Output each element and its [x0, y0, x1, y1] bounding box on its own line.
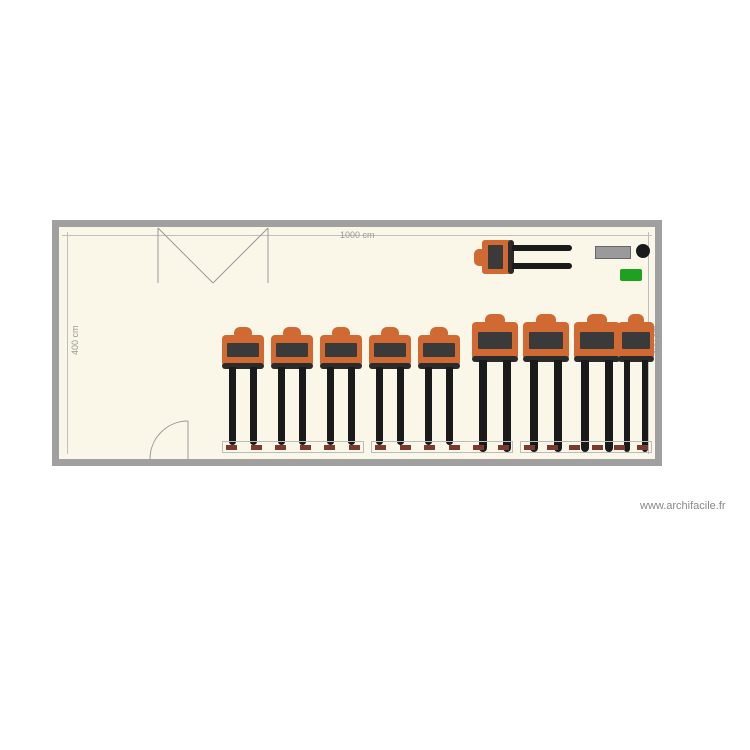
forklift — [574, 322, 620, 452]
pallet-block — [592, 445, 603, 450]
pallet-row — [222, 441, 364, 453]
forklift — [418, 335, 460, 445]
pallet-block — [547, 445, 558, 450]
watermark: www.archifacile.fr — [640, 500, 726, 512]
forklift — [523, 322, 569, 452]
pallet-block — [637, 445, 648, 450]
dim-left-label: 400 cm — [70, 325, 80, 355]
forklift — [472, 322, 518, 452]
forklift-horizontal — [482, 240, 572, 274]
pallet-block — [449, 445, 460, 450]
forklift — [271, 335, 313, 445]
pallet-block — [226, 445, 237, 450]
pallet-row — [371, 441, 513, 453]
forklift — [222, 335, 264, 445]
pallet-block — [275, 445, 286, 450]
pallet-row — [520, 441, 652, 453]
pallet-block — [569, 445, 580, 450]
pallet-block — [324, 445, 335, 450]
grey-bar — [595, 246, 631, 259]
single-door — [150, 421, 192, 463]
pallet-block — [524, 445, 535, 450]
forklift — [320, 335, 362, 445]
pallet-block — [498, 445, 509, 450]
floorplan-canvas: 1000 cm 400 cm 400 cm www.archifacile.fr — [0, 0, 750, 750]
dim-top-label: 1000 cm — [340, 230, 375, 240]
black-dot — [636, 244, 650, 258]
green-rect — [620, 269, 642, 281]
pallet-block — [300, 445, 311, 450]
pallet-block — [614, 445, 625, 450]
pallet-block — [473, 445, 484, 450]
pallet-block — [400, 445, 411, 450]
dim-left-line — [67, 232, 68, 454]
double-door — [158, 228, 268, 285]
forklift — [369, 335, 411, 445]
pallet-block — [349, 445, 360, 450]
pallet-block — [424, 445, 435, 450]
forklift — [618, 322, 654, 452]
pallet-block — [251, 445, 262, 450]
pallet-block — [375, 445, 386, 450]
